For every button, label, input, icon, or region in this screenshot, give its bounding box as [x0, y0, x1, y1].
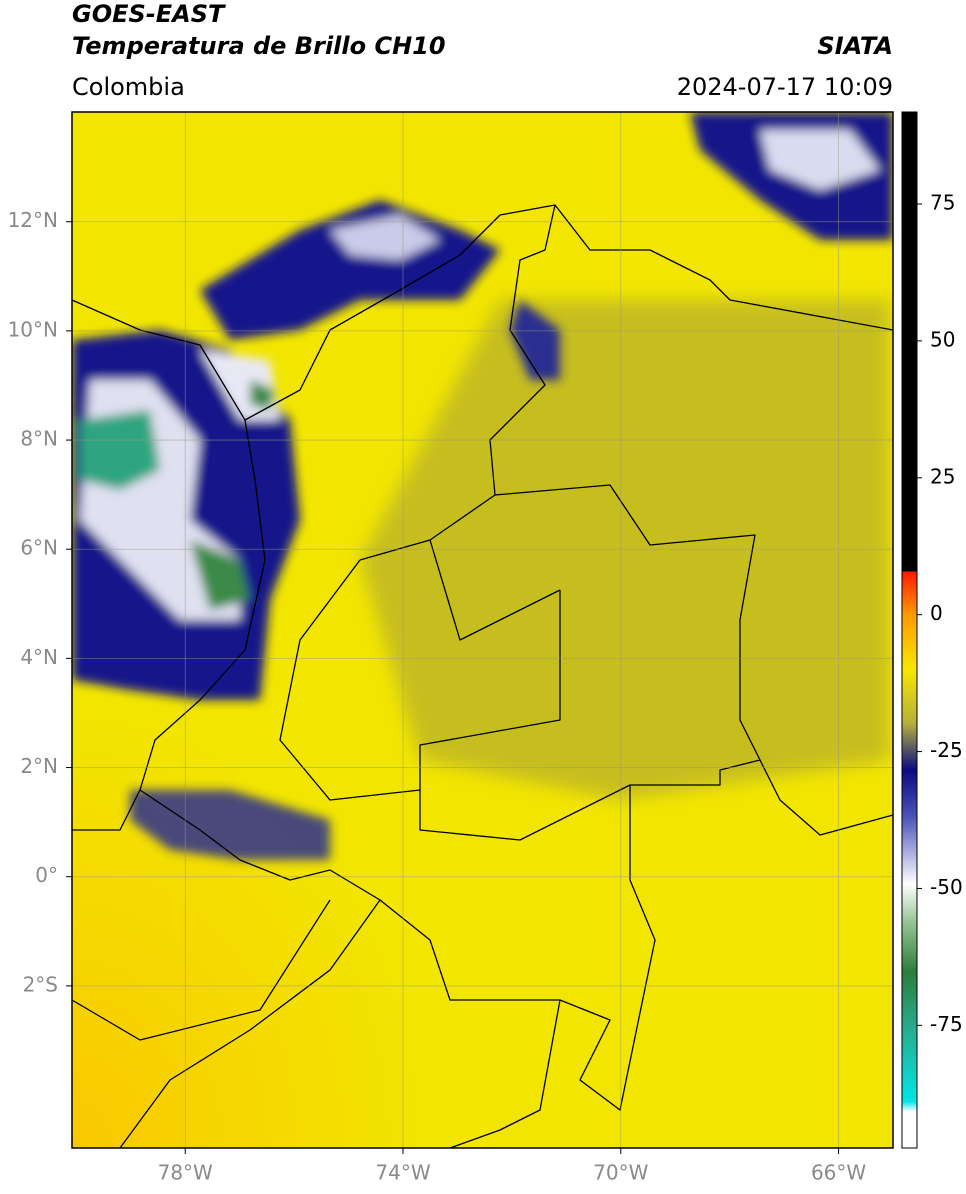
- colorbar-label: -25: [930, 738, 963, 762]
- x-tick-label: 78°W: [158, 1161, 213, 1185]
- colorbar: [901, 111, 918, 1149]
- map-axes: 78°W 74°W 70°W 66°W 12°N 10°N 8°N 6°N 4°N 2°N 0° 2°…: [8, 112, 893, 1185]
- y-tick-label: 8°N: [20, 427, 58, 451]
- y-tick-label: 10°N: [8, 317, 58, 341]
- datetime: 2024-07-17 10:09: [677, 73, 893, 101]
- satellite-image: [72, 112, 893, 1148]
- y-tick-label: 12°N: [8, 208, 58, 232]
- satellite: GOES-EAST: [72, 0, 226, 28]
- borders: [72, 204, 893, 1148]
- warm-area: [72, 700, 432, 1148]
- y-tick-label: 2°S: [23, 972, 58, 996]
- y-tick-label: 2°N: [20, 754, 58, 778]
- x-tick-label: 74°W: [375, 1161, 430, 1185]
- agency: SIATA: [817, 32, 893, 60]
- region: Colombia: [72, 73, 185, 101]
- y-tick-label: 4°N: [20, 645, 58, 669]
- y-tick-label: 0°: [35, 863, 58, 887]
- product: Temperatura de Brillo CH10: [72, 32, 446, 60]
- y-tick-label: 6°N: [20, 536, 58, 560]
- x-tick-label: 66°W: [811, 1161, 866, 1185]
- map-frame: [71, 111, 894, 1149]
- colorbar-label: 75: [930, 190, 955, 214]
- colorbar-label: -50: [930, 875, 963, 899]
- land-area: [360, 300, 890, 800]
- colorbar-label: 25: [930, 464, 955, 488]
- colorbar-label: 0: [930, 601, 943, 625]
- x-tick-label: 70°W: [593, 1161, 648, 1185]
- colorbar-label: -75: [930, 1012, 963, 1036]
- colorbar-label: 50: [930, 327, 955, 351]
